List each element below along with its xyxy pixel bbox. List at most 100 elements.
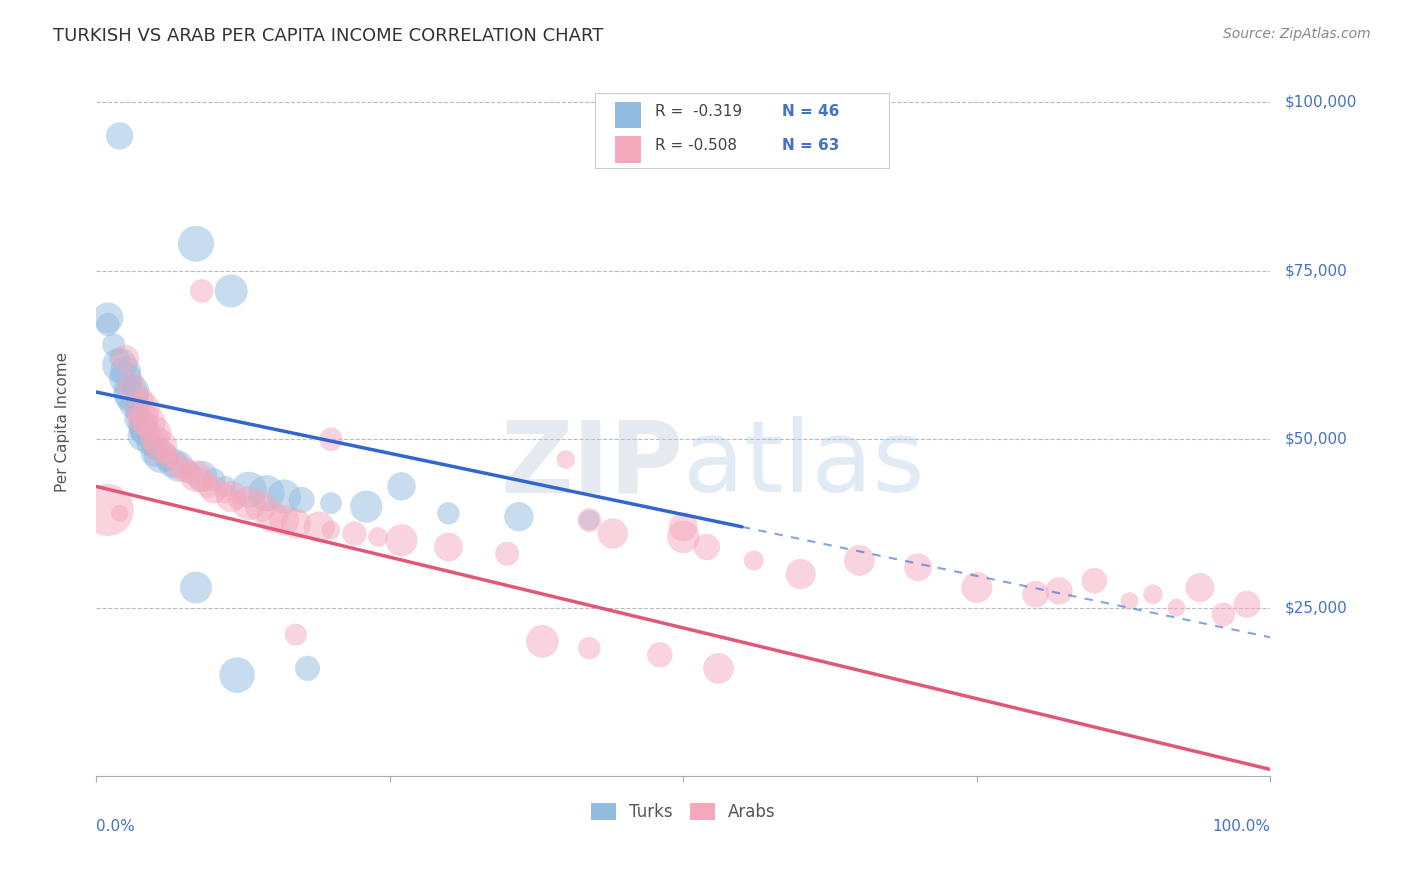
Point <box>1047 583 1070 598</box>
Text: Per Capita Income: Per Capita Income <box>55 352 70 492</box>
Point <box>437 540 460 554</box>
Point <box>114 351 136 366</box>
Point <box>284 627 307 641</box>
Point <box>114 371 136 385</box>
Point <box>273 490 295 504</box>
Point <box>319 523 342 537</box>
Point <box>202 473 225 487</box>
Point <box>132 429 155 443</box>
Point <box>132 422 155 436</box>
Point <box>167 459 190 474</box>
Point <box>97 503 120 517</box>
Point <box>97 310 120 325</box>
FancyBboxPatch shape <box>595 94 889 168</box>
Text: ZIP: ZIP <box>501 417 683 513</box>
Text: $100,000: $100,000 <box>1285 95 1357 110</box>
Point <box>226 492 249 507</box>
Text: $25,000: $25,000 <box>1285 600 1347 615</box>
Point <box>648 648 671 662</box>
Point <box>167 459 190 474</box>
Point <box>1236 597 1258 611</box>
Point <box>262 509 284 524</box>
Point <box>1142 587 1164 601</box>
Point <box>138 432 160 446</box>
Point <box>578 513 600 527</box>
Point <box>143 439 166 453</box>
Point <box>1025 587 1047 601</box>
Point <box>179 466 201 480</box>
Point <box>184 236 207 251</box>
Text: 100.0%: 100.0% <box>1212 819 1271 834</box>
Point <box>1166 600 1188 615</box>
Point <box>149 439 172 453</box>
Point <box>249 500 271 514</box>
Point <box>97 318 120 332</box>
Point <box>214 479 236 493</box>
Point <box>138 435 160 450</box>
Text: $50,000: $50,000 <box>1285 432 1347 447</box>
Point <box>179 466 201 480</box>
Point <box>184 469 207 483</box>
Text: 0.0%: 0.0% <box>96 819 135 834</box>
Point <box>127 405 149 419</box>
Point <box>120 378 142 392</box>
Point <box>354 500 377 514</box>
Point <box>214 486 236 500</box>
Point <box>1118 594 1140 608</box>
Text: atlas: atlas <box>683 417 925 513</box>
Point <box>149 449 172 463</box>
Point <box>508 509 530 524</box>
Point <box>672 530 695 544</box>
Point <box>108 128 131 143</box>
Point <box>162 456 184 470</box>
Point <box>367 530 389 544</box>
Point <box>966 581 988 595</box>
Point <box>108 506 131 520</box>
Point <box>155 445 177 459</box>
Point <box>191 284 214 298</box>
Point <box>1188 581 1211 595</box>
Bar <box>616 102 641 128</box>
Point <box>343 526 366 541</box>
Point <box>707 661 730 675</box>
Point <box>273 513 295 527</box>
Point <box>143 425 166 440</box>
Point <box>132 425 155 440</box>
Point <box>291 492 314 507</box>
Point <box>602 526 624 541</box>
Point <box>848 553 870 567</box>
Point <box>103 338 125 352</box>
Text: N = 63: N = 63 <box>782 138 839 153</box>
Point <box>437 506 460 520</box>
Point <box>531 634 554 648</box>
Point <box>238 496 260 510</box>
Legend: Turks, Arabs: Turks, Arabs <box>585 797 782 828</box>
Point <box>578 641 600 656</box>
Point <box>143 432 166 446</box>
Point <box>219 490 242 504</box>
Point <box>184 581 207 595</box>
Point <box>238 483 260 497</box>
Point <box>197 479 219 493</box>
Point <box>132 418 155 433</box>
Point <box>319 496 342 510</box>
Point <box>391 533 413 548</box>
Point <box>155 449 177 463</box>
Point <box>284 516 307 531</box>
Point <box>1212 607 1234 622</box>
Text: R = -0.508: R = -0.508 <box>655 138 737 153</box>
Point <box>308 520 330 534</box>
Text: Source: ZipAtlas.com: Source: ZipAtlas.com <box>1223 27 1371 41</box>
Point <box>138 415 160 429</box>
Point <box>120 399 142 413</box>
Point <box>226 668 249 682</box>
Point <box>120 378 142 392</box>
Text: $75,000: $75,000 <box>1285 263 1347 278</box>
Point <box>672 520 695 534</box>
Point <box>191 469 214 483</box>
Point <box>554 452 576 467</box>
Point <box>108 358 131 372</box>
Point <box>319 432 342 446</box>
Text: R =  -0.319: R = -0.319 <box>655 104 742 119</box>
Text: TURKISH VS ARAB PER CAPITA INCOME CORRELATION CHART: TURKISH VS ARAB PER CAPITA INCOME CORREL… <box>53 27 603 45</box>
